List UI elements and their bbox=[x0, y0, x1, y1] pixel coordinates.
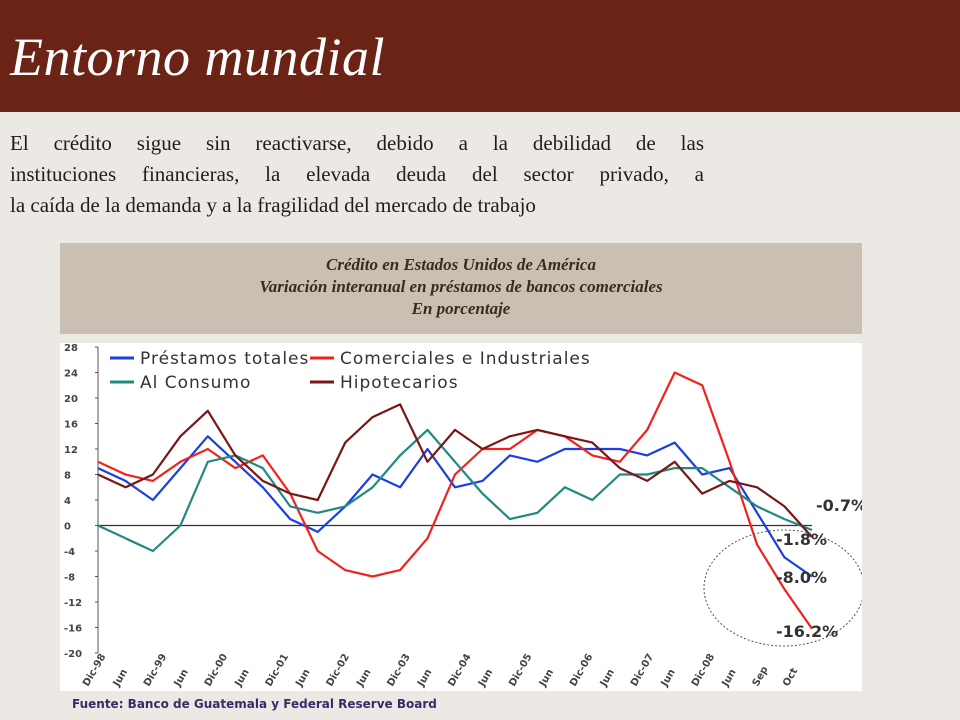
x-tick-label: Jun bbox=[720, 667, 739, 689]
chart-subtitle: Variación interanual en préstamos de ban… bbox=[259, 277, 663, 296]
value-annotation: -8.0% bbox=[776, 568, 827, 587]
series-line-2 bbox=[97, 428, 813, 553]
y-tick-label: 16 bbox=[64, 420, 78, 431]
x-tick-label: Dic-05 bbox=[507, 652, 534, 688]
legend-label: Préstamos totales bbox=[140, 349, 309, 369]
lead-line-2: instituciones financieras, la elevada de… bbox=[10, 162, 704, 186]
x-tick-label: Dic-07 bbox=[629, 652, 656, 688]
x-tick-label: Dic-99 bbox=[142, 652, 169, 688]
lead-line-3: la caída de la demanda y a la fragilidad… bbox=[10, 193, 536, 217]
legend-label: Al Consumo bbox=[140, 373, 251, 393]
x-tick-label: Jun bbox=[354, 667, 373, 689]
x-tick-label: Jun bbox=[415, 667, 434, 689]
x-tick-label: Dic-04 bbox=[446, 652, 473, 688]
y-tick-label: -8 bbox=[64, 573, 75, 584]
series-line-3 bbox=[97, 403, 813, 538]
x-tick-label: Jun bbox=[294, 667, 313, 689]
x-tick-label: Dic-03 bbox=[385, 652, 412, 688]
title-bar: Entorno mundial bbox=[0, 0, 960, 112]
chart-area: 28 24 20 16 12 8 4 0 -4 -8 -12 -16 -20 Dic-98 Jun Dic-9… bbox=[60, 343, 867, 691]
y-tick-label: 0 bbox=[64, 522, 71, 533]
x-tick-label: Jun bbox=[233, 667, 252, 689]
slide-title: Entorno mundial bbox=[10, 27, 386, 87]
legend-label: Comerciales e Industriales bbox=[340, 349, 591, 369]
lead-paragraph: El crédito sigue sin reactivarse, debido… bbox=[10, 128, 704, 221]
x-tick-label: Dic-06 bbox=[568, 652, 595, 688]
chart-title: Crédito en Estados Unidos de América bbox=[326, 255, 596, 274]
chart-header: Crédito en Estados Unidos de América Var… bbox=[60, 243, 862, 334]
x-tick-label: Dic-98 bbox=[81, 652, 108, 688]
x-tick-label: Dic-02 bbox=[325, 652, 352, 688]
source-note: Fuente: Banco de Guatemala y Federal Res… bbox=[72, 697, 437, 711]
x-tick-label: Jun bbox=[476, 667, 495, 689]
chart-units: En porcentaje bbox=[411, 299, 511, 318]
x-tick-label: Dic-08 bbox=[690, 652, 717, 688]
y-tick-label: -16 bbox=[64, 624, 82, 635]
legend-label: Hipotecarios bbox=[340, 373, 459, 393]
y-tick-label: -12 bbox=[64, 598, 82, 609]
y-tick-label: 12 bbox=[64, 445, 78, 456]
x-tick-label: Jun bbox=[659, 667, 678, 689]
x-tick-label: Sep bbox=[751, 665, 771, 689]
y-tick-label: -20 bbox=[64, 649, 82, 660]
x-tick-label: Oct bbox=[781, 666, 800, 688]
y-tick-label: -4 bbox=[64, 547, 75, 558]
y-tick-label: 20 bbox=[64, 394, 78, 405]
value-annotation: -0.7% bbox=[816, 496, 862, 515]
value-annotation: -16.2% bbox=[776, 622, 838, 641]
x-tick-label: Jun bbox=[172, 667, 191, 689]
lead-line-1: El crédito sigue sin reactivarse, debido… bbox=[10, 131, 704, 155]
y-tick-label: 4 bbox=[64, 496, 71, 507]
x-tick-label: Dic-00 bbox=[203, 652, 230, 688]
series-line-1 bbox=[97, 371, 813, 630]
value-annotation: -1.8% bbox=[776, 530, 827, 549]
x-tick-label: Jun bbox=[598, 667, 617, 689]
series-line-0 bbox=[97, 435, 813, 578]
y-tick-label: 28 bbox=[64, 343, 78, 354]
y-tick-label: 24 bbox=[64, 369, 78, 380]
x-tick-label: Jun bbox=[537, 667, 556, 689]
y-tick-label: 8 bbox=[64, 471, 71, 482]
x-tick-label: Dic-01 bbox=[264, 652, 291, 688]
x-tick-label: Jun bbox=[111, 667, 130, 689]
